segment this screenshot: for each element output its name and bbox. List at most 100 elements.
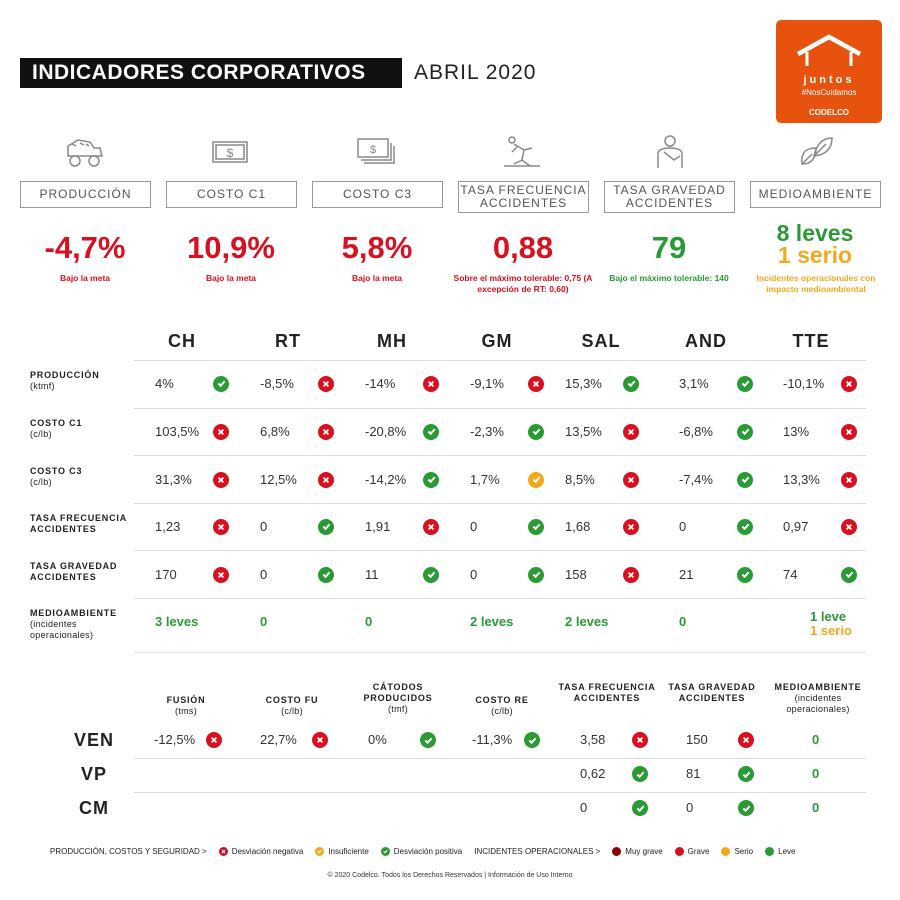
check-circle-icon bbox=[737, 375, 753, 392]
table-cell-value: 22,7% bbox=[260, 732, 297, 747]
legend-item-positive: Desviación positiva bbox=[380, 847, 463, 856]
row-label-unit: (incidentes operacionales) bbox=[30, 619, 94, 640]
logo-hashtag: #NosCuidamos bbox=[801, 88, 857, 97]
table-cell-value: 0,62 bbox=[580, 766, 606, 781]
kpi-label-medioambiente: MEDIOAMBIENTE bbox=[750, 181, 881, 208]
bottom-column-header: MEDIOAMBIENTE (incidentes operacionales) bbox=[768, 682, 868, 715]
check-circle-icon bbox=[632, 766, 648, 782]
table-cell-value: 1,68 bbox=[565, 518, 591, 534]
row-label-unit: (c/lb) bbox=[30, 429, 52, 439]
kpi-note-tasa-frecuencia: Sobre el máximo tolerable: 0,75 (A excep… bbox=[453, 273, 593, 294]
page-title: INDICADORES CORPORATIVOS bbox=[20, 58, 402, 88]
table-cell-value: -8,5% bbox=[260, 375, 294, 391]
kpi-note-produccion: Bajo la meta bbox=[59, 273, 111, 283]
x-circle-icon bbox=[423, 375, 439, 392]
row-label: TASA FRECUENCIA ACCIDENTES bbox=[30, 513, 135, 535]
table-cell-value: 0,97 bbox=[783, 518, 809, 534]
table-cell-value: 11 bbox=[365, 566, 379, 582]
legend-group-production: PRODUCCIÓN, COSTOS Y SEGURIDAD > bbox=[50, 847, 207, 856]
kpi-value-tasa-gravedad: 79 bbox=[651, 230, 687, 265]
table-cell-value: 8,5% bbox=[565, 471, 595, 487]
legend-item-muy-grave: Muy grave bbox=[612, 847, 663, 856]
x-circle-icon bbox=[213, 566, 229, 583]
check-circle-icon bbox=[737, 423, 753, 440]
logo-text: juntos bbox=[803, 74, 855, 86]
legend-grave-label: Grave bbox=[687, 847, 710, 856]
bottom-column-header: TASA GRAVEDAD ACCIDENTES bbox=[662, 682, 762, 704]
check-circle-icon bbox=[420, 732, 436, 748]
bottom-row-label-ven: VEN bbox=[73, 730, 114, 750]
row-divider bbox=[134, 792, 866, 793]
table-cell-value: 81 bbox=[686, 766, 701, 781]
row-label: MEDIOAMBIENTE (incidentes operacionales) bbox=[30, 608, 135, 641]
row-label-title: COSTO C3 bbox=[30, 466, 83, 476]
legend-leve-label: Leve bbox=[778, 847, 796, 856]
table-cell-value: -6,8% bbox=[679, 423, 713, 439]
x-circle-icon bbox=[623, 423, 639, 440]
x-circle-icon bbox=[841, 518, 857, 535]
legend-item-grave: Grave bbox=[674, 847, 710, 856]
check-circle-icon bbox=[318, 566, 334, 583]
bottom-header-unit: (tms) bbox=[175, 706, 197, 716]
bottom-header-title: MEDIOAMBIENTE bbox=[774, 682, 862, 692]
table-cell-value: -20,8% bbox=[365, 423, 407, 439]
row-label-title: TASA GRAVEDAD ACCIDENTES bbox=[30, 561, 118, 582]
row-divider bbox=[134, 758, 866, 759]
kpi-label-tasa-gravedad: TASA GRAVEDAD ACCIDENTES bbox=[604, 181, 735, 213]
kpi-label-produccion: PRODUCCIÓN bbox=[20, 181, 151, 208]
check-circle-icon bbox=[623, 375, 639, 392]
legend-positive-label: Desviación positiva bbox=[393, 847, 463, 856]
row-divider bbox=[134, 360, 866, 361]
house-icon bbox=[796, 34, 862, 66]
env-cell-value: 1 leve bbox=[810, 608, 847, 624]
kpi-value-tasa-frecuencia: 0,88 bbox=[492, 230, 554, 265]
falling-person-icon bbox=[504, 136, 540, 167]
bottom-column-header: COSTO RE (c/lb) bbox=[452, 695, 552, 717]
column-header-ch: CH bbox=[168, 331, 196, 351]
check-circle-orange-icon bbox=[315, 847, 325, 856]
kpi-value-costo-c3: 5,8% bbox=[341, 230, 413, 265]
kpi-note-tasa-gravedad: Bajo el máximo tolerable: 140 bbox=[609, 273, 729, 283]
x-circle-icon bbox=[841, 375, 857, 392]
table-cell-value: -10,1% bbox=[783, 375, 825, 391]
check-circle-icon bbox=[738, 800, 754, 816]
table-cell-value: 1,91 bbox=[365, 518, 391, 534]
row-label: TASA GRAVEDAD ACCIDENTES bbox=[30, 561, 135, 583]
table-cell-value: 6,8% bbox=[260, 423, 290, 439]
legend-serio-label: Serio bbox=[734, 847, 754, 856]
kpi-label-costo-c3: COSTO C3 bbox=[312, 181, 443, 208]
env-cell-value: 0 bbox=[812, 732, 820, 747]
x-circle-icon bbox=[738, 732, 754, 748]
table-cell-value: 0 bbox=[260, 566, 268, 582]
table-cell-value: 0 bbox=[679, 518, 687, 534]
table-cell-value: 4% bbox=[155, 375, 174, 391]
table-cell-value: 0 bbox=[470, 566, 478, 582]
check-circle-icon bbox=[632, 800, 648, 816]
dot-grave-icon bbox=[674, 847, 684, 856]
kpi-label-tasa-frecuencia: TASA FRECUENCIA ACCIDENTES bbox=[458, 181, 589, 213]
row-divider bbox=[134, 652, 866, 653]
env-cell-value: 0 bbox=[812, 766, 820, 781]
x-circle-icon bbox=[218, 847, 228, 856]
check-circle-icon bbox=[423, 566, 439, 583]
env-cell-value: 2 leves bbox=[565, 613, 609, 629]
table-cell-value: 0% bbox=[368, 732, 387, 747]
x-circle-icon bbox=[318, 375, 334, 392]
check-circle-icon bbox=[213, 375, 229, 392]
x-circle-icon bbox=[632, 732, 648, 748]
table-cell-value: 0 bbox=[470, 518, 478, 534]
bottom-header-title: COSTO FU bbox=[265, 695, 319, 705]
row-label: COSTO C1 (c/lb) bbox=[30, 418, 135, 440]
check-circle-icon bbox=[524, 732, 540, 748]
dot-leve-icon bbox=[765, 847, 775, 856]
env-cell-value-serio: 1 serio bbox=[810, 622, 852, 638]
check-circle-icon bbox=[528, 518, 544, 535]
table-cell-value: 15,3% bbox=[565, 375, 602, 391]
banknotes-stack-icon: $ bbox=[357, 138, 395, 164]
x-circle-icon bbox=[318, 471, 334, 488]
table-cell-value: 1,7% bbox=[470, 471, 500, 487]
table-cell-value: -14% bbox=[365, 375, 396, 391]
table-cell-value: 0 bbox=[580, 800, 588, 815]
table-cell-value: 3,1% bbox=[679, 375, 709, 391]
check-circle-icon bbox=[841, 566, 857, 583]
